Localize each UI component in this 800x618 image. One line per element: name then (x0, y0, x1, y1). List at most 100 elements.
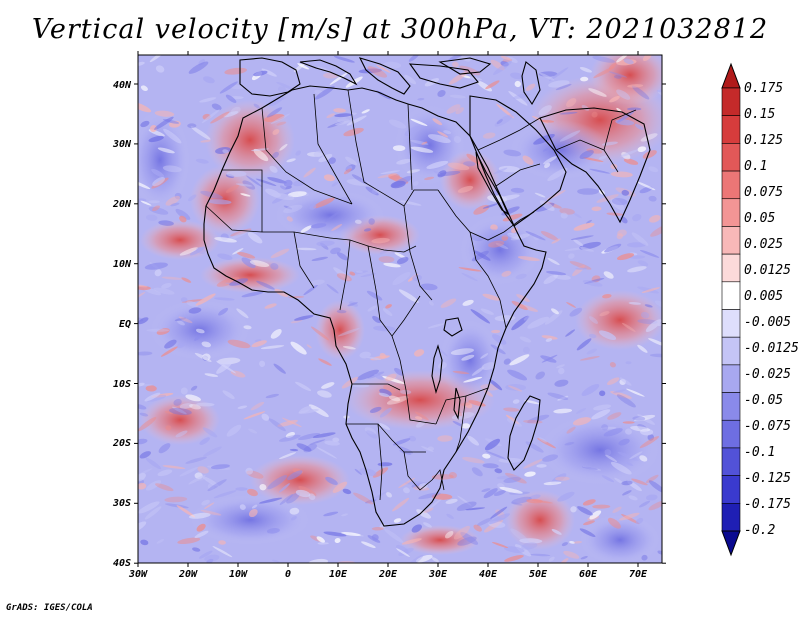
field-speckle (579, 67, 592, 73)
field-speckle (195, 293, 216, 306)
field-speckle (488, 240, 505, 248)
field-speckle (580, 247, 595, 252)
field-speckle (645, 319, 662, 332)
field-speckle (510, 528, 530, 544)
field-speckle (145, 480, 162, 491)
field-speckle (296, 443, 312, 452)
field-speckle (572, 417, 592, 426)
field-speckle (499, 486, 523, 494)
colorbar-segment (721, 336, 741, 366)
field-speckle (154, 110, 175, 117)
field-speckle (393, 438, 411, 446)
colorbar-label: 0.125 (744, 133, 783, 148)
field-speckle (157, 469, 173, 477)
field-speckle (470, 309, 491, 324)
field-speckle (266, 528, 280, 534)
field-speckle (575, 267, 587, 270)
field-speckle (341, 513, 349, 517)
field-speckle (241, 257, 256, 268)
field-speckle (637, 344, 648, 353)
field-speckle (591, 275, 601, 283)
field-speckle (270, 248, 290, 259)
field-speckle (565, 329, 576, 337)
field-speckle (601, 424, 609, 431)
field-speckle (437, 435, 453, 442)
field-speckle (448, 71, 468, 85)
field-speckle (395, 544, 409, 554)
field-speckle (270, 113, 291, 125)
field-speckle (539, 200, 555, 211)
field-speckle (251, 148, 269, 152)
field-speckle (579, 356, 600, 361)
field-speckle (602, 294, 612, 299)
field-speckle (440, 298, 457, 308)
field-speckle (398, 289, 419, 303)
field-speckle (260, 345, 285, 350)
field-speckle (569, 307, 583, 317)
field-speckle (405, 554, 424, 563)
field-speckle (358, 68, 382, 74)
field-speckle (172, 406, 187, 415)
field-speckle (449, 471, 457, 479)
field-speckle (249, 260, 270, 268)
field-speckle (207, 199, 232, 205)
field-speckle (628, 302, 641, 305)
colorbar-label: -0.005 (744, 315, 791, 330)
field-speckle (261, 68, 277, 77)
field-speckle (589, 510, 602, 520)
field-speckle (180, 387, 188, 395)
field-speckle (196, 402, 215, 407)
field-speckle (163, 128, 182, 144)
colorbar-label: -0.2 (744, 523, 775, 538)
field-speckle (495, 242, 509, 250)
field-speckle (412, 274, 422, 282)
field-speckle (461, 55, 476, 59)
field-speckle (476, 80, 493, 92)
field-speckle (203, 446, 222, 457)
field-speckle (148, 200, 160, 204)
field-speckle (406, 169, 420, 174)
field-speckle (397, 446, 414, 454)
field-speckle (217, 253, 233, 260)
field-speckle (240, 193, 251, 197)
field-speckle (230, 106, 241, 115)
lat-label: 20S (112, 438, 131, 449)
field-speckle (212, 546, 233, 558)
field-speckle (593, 404, 612, 411)
field-speckle (145, 385, 157, 392)
field-speckle (612, 389, 626, 394)
field-speckle (179, 403, 193, 409)
field-speckle (330, 247, 341, 255)
field-speckle (555, 476, 570, 481)
field-speckle (568, 253, 575, 259)
field-speckle (276, 121, 287, 126)
field-speckle (498, 165, 521, 173)
field-speckle (456, 501, 477, 511)
field-speckle (309, 439, 326, 445)
field-speckle (625, 361, 632, 365)
field-speckle (266, 107, 283, 118)
field-speckle (139, 412, 149, 417)
field-speckle (148, 206, 169, 215)
field-speckle (465, 402, 473, 409)
field-speckle (311, 326, 329, 341)
field-speckle (310, 223, 327, 229)
field-speckle (417, 97, 425, 101)
field-speckle (177, 537, 201, 545)
field-speckle (601, 141, 618, 146)
field-speckle (482, 293, 501, 301)
field-speckle (303, 284, 318, 296)
field-speckle (214, 297, 235, 301)
colorbar-segment (721, 364, 741, 393)
field-speckle (419, 483, 428, 489)
field-speckle (354, 219, 362, 224)
field-speckle (140, 200, 152, 206)
field-speckle (630, 426, 651, 432)
colorbar-label: 0.175 (744, 81, 783, 96)
field-speckle (428, 301, 434, 306)
field-speckle (175, 430, 188, 438)
field-speckle (423, 522, 432, 528)
field-speckle (138, 351, 153, 356)
field-speckle (211, 103, 222, 111)
field-speckle (158, 443, 171, 454)
